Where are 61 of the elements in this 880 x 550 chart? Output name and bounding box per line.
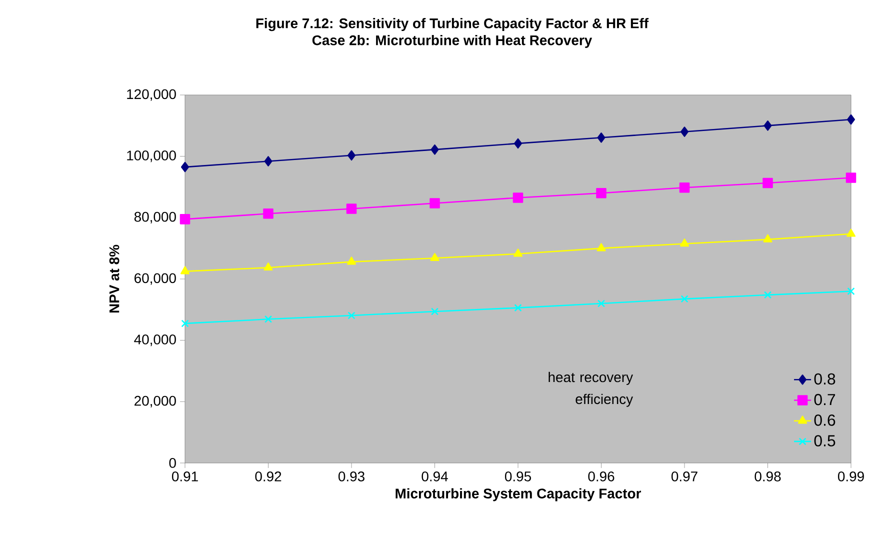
point xyxy=(596,243,606,252)
point xyxy=(762,178,773,188)
point xyxy=(679,182,690,193)
point xyxy=(430,308,439,316)
point xyxy=(512,192,524,203)
point xyxy=(347,150,356,161)
point xyxy=(764,291,772,299)
x-axis-title: Microturbine System Capacity Factor xyxy=(396,488,642,502)
point xyxy=(597,300,606,308)
chart-title: Figure 7.12: Sensitivity of Turbine Capacity Factor & HR Eff xyxy=(256,18,649,32)
point xyxy=(680,126,689,137)
legend-label: 0.8 xyxy=(814,373,836,385)
point xyxy=(597,132,606,143)
legend-label: 0.7 xyxy=(814,394,836,406)
y-tick-label: 100,000 xyxy=(127,150,176,162)
point xyxy=(680,295,688,303)
y-tick-label: 80,000 xyxy=(134,212,176,224)
x-tick-label: 0.96 xyxy=(588,471,614,482)
y-tick-label: 0 xyxy=(169,458,176,468)
y-tick-label: 20,000 xyxy=(134,396,176,408)
point xyxy=(514,304,522,312)
point xyxy=(264,315,272,323)
point xyxy=(263,208,274,219)
legend-label: 0.6 xyxy=(814,414,836,426)
point xyxy=(513,248,523,257)
point xyxy=(264,262,273,271)
point xyxy=(348,312,356,320)
point xyxy=(846,172,856,183)
point xyxy=(346,256,356,265)
x-tick-label: 0.91 xyxy=(172,471,198,482)
point xyxy=(847,287,855,296)
point xyxy=(430,198,440,208)
x-tick-label: 0.99 xyxy=(838,471,864,482)
point xyxy=(846,228,856,237)
x-tick-label: 0.94 xyxy=(422,471,448,482)
point xyxy=(596,188,606,198)
y-tick-label: 120,000 xyxy=(127,89,176,101)
point xyxy=(346,204,357,214)
y-tick-label: 60,000 xyxy=(134,273,176,285)
point xyxy=(180,214,190,224)
point xyxy=(180,162,190,172)
x-tick-label: 0.92 xyxy=(255,471,282,482)
point xyxy=(180,266,190,274)
legend-label: 0.5 xyxy=(814,435,836,446)
y-axis-title: NPV at 8% xyxy=(109,244,120,313)
point xyxy=(264,156,272,166)
point xyxy=(764,120,772,131)
x-tick-label: 0.95 xyxy=(504,471,531,482)
x-tick-label: 0.93 xyxy=(338,471,364,482)
x-tick-label: 0.98 xyxy=(754,471,781,482)
point xyxy=(430,253,440,262)
point xyxy=(680,238,690,247)
point xyxy=(514,138,522,149)
legend-title: heat recovery efficiency xyxy=(548,372,634,407)
x-tick-label: 0.97 xyxy=(671,471,698,482)
y-tick-label: 40,000 xyxy=(134,334,176,346)
chart-subtitle: Case 2b: Microturbine with Heat Recovery xyxy=(312,34,592,48)
point xyxy=(430,144,439,155)
point xyxy=(846,114,856,125)
point xyxy=(181,320,189,328)
point xyxy=(763,234,772,242)
